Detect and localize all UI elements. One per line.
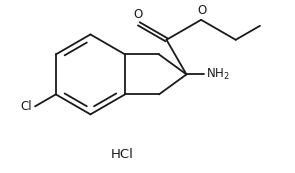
Text: NH$_2$: NH$_2$ [206, 67, 230, 82]
Text: Cl: Cl [20, 100, 32, 113]
Text: O: O [197, 4, 206, 17]
Text: HCl: HCl [111, 148, 134, 161]
Text: O: O [133, 8, 142, 21]
